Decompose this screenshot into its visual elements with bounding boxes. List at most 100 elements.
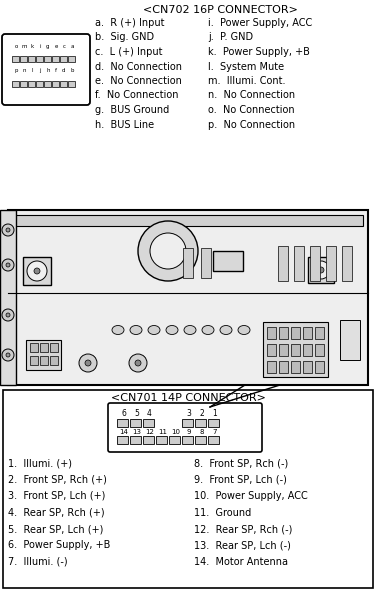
Bar bbox=[267, 361, 276, 373]
Text: <CN701 14P CONNECTOR>: <CN701 14P CONNECTOR> bbox=[111, 393, 265, 403]
Bar bbox=[28, 80, 35, 87]
Bar bbox=[60, 55, 67, 62]
Text: c: c bbox=[62, 44, 65, 49]
FancyBboxPatch shape bbox=[108, 403, 262, 452]
Circle shape bbox=[318, 267, 324, 273]
Text: k: k bbox=[30, 44, 33, 49]
Circle shape bbox=[6, 263, 10, 267]
Text: m.  Illumi. Cont.: m. Illumi. Cont. bbox=[208, 76, 285, 86]
Bar bbox=[342, 246, 352, 281]
Circle shape bbox=[6, 353, 10, 357]
Bar bbox=[279, 344, 288, 356]
Text: 5.  Rear SP, Lch (+): 5. Rear SP, Lch (+) bbox=[8, 524, 103, 534]
Bar bbox=[303, 361, 312, 373]
Bar bbox=[143, 419, 154, 427]
FancyBboxPatch shape bbox=[2, 34, 90, 105]
Ellipse shape bbox=[220, 326, 232, 335]
Text: 11: 11 bbox=[158, 429, 167, 435]
Bar bbox=[130, 419, 141, 427]
Text: e: e bbox=[54, 44, 58, 49]
Text: 7: 7 bbox=[212, 429, 217, 435]
Bar bbox=[310, 246, 320, 281]
Bar bbox=[26, 340, 61, 370]
Text: 14.  Motor Antenna: 14. Motor Antenna bbox=[194, 557, 288, 567]
Bar bbox=[156, 436, 167, 444]
Circle shape bbox=[2, 224, 14, 236]
Bar bbox=[267, 327, 276, 339]
Text: b.  Sig. GND: b. Sig. GND bbox=[95, 32, 154, 42]
Text: 3.  Front SP, Lch (+): 3. Front SP, Lch (+) bbox=[8, 491, 105, 501]
Ellipse shape bbox=[130, 326, 142, 335]
Bar bbox=[143, 436, 154, 444]
Bar bbox=[44, 55, 50, 62]
Text: 4.  Rear SP, Rch (+): 4. Rear SP, Rch (+) bbox=[8, 507, 105, 517]
Text: 2.  Front SP, Rch (+): 2. Front SP, Rch (+) bbox=[8, 474, 107, 484]
Circle shape bbox=[85, 360, 91, 366]
Bar bbox=[36, 55, 42, 62]
Bar bbox=[182, 436, 193, 444]
Bar bbox=[30, 356, 38, 365]
Text: 12.  Rear SP, Rch (-): 12. Rear SP, Rch (-) bbox=[194, 524, 293, 534]
Text: o.  No Connection: o. No Connection bbox=[208, 105, 295, 115]
Bar bbox=[44, 80, 50, 87]
Circle shape bbox=[27, 261, 47, 281]
Circle shape bbox=[34, 268, 40, 274]
Bar bbox=[30, 343, 38, 352]
Bar bbox=[208, 419, 219, 427]
Bar bbox=[308, 257, 334, 283]
Text: e.  No Connection: e. No Connection bbox=[95, 76, 182, 86]
Circle shape bbox=[150, 233, 186, 269]
Bar bbox=[201, 248, 211, 278]
Bar bbox=[0, 210, 16, 385]
Bar bbox=[50, 356, 58, 365]
Text: h: h bbox=[46, 68, 50, 73]
Bar bbox=[12, 55, 18, 62]
Bar bbox=[291, 361, 300, 373]
Text: 7.  Illumi. (-): 7. Illumi. (-) bbox=[8, 557, 68, 567]
Bar bbox=[213, 251, 243, 271]
Text: f: f bbox=[55, 68, 57, 73]
Ellipse shape bbox=[202, 326, 214, 335]
Text: 5: 5 bbox=[134, 409, 139, 418]
Text: a: a bbox=[70, 44, 74, 49]
Bar bbox=[291, 344, 300, 356]
Ellipse shape bbox=[148, 326, 160, 335]
Bar bbox=[340, 320, 360, 360]
Bar bbox=[294, 246, 304, 281]
Text: 1: 1 bbox=[212, 409, 217, 418]
Bar bbox=[60, 80, 67, 87]
Bar bbox=[20, 55, 26, 62]
Bar bbox=[3, 390, 373, 588]
Circle shape bbox=[2, 349, 14, 361]
Circle shape bbox=[2, 259, 14, 271]
Bar bbox=[195, 436, 206, 444]
Text: i.  Power Supply, ACC: i. Power Supply, ACC bbox=[208, 18, 312, 28]
Bar bbox=[315, 361, 324, 373]
Circle shape bbox=[2, 309, 14, 321]
Text: 13: 13 bbox=[132, 429, 141, 435]
Text: n.  No Connection: n. No Connection bbox=[208, 90, 295, 100]
Bar bbox=[326, 246, 336, 281]
Text: m: m bbox=[21, 44, 27, 49]
Circle shape bbox=[135, 360, 141, 366]
Circle shape bbox=[312, 261, 330, 279]
Circle shape bbox=[129, 354, 147, 372]
Bar bbox=[50, 343, 58, 352]
Bar bbox=[40, 343, 48, 352]
Bar bbox=[267, 344, 276, 356]
Text: i: i bbox=[39, 44, 41, 49]
Bar bbox=[278, 246, 288, 281]
Text: 3: 3 bbox=[186, 409, 191, 418]
Text: 4: 4 bbox=[147, 409, 152, 418]
Text: 10: 10 bbox=[171, 429, 180, 435]
Circle shape bbox=[79, 354, 97, 372]
Text: j.  P. GND: j. P. GND bbox=[208, 32, 253, 42]
Text: l: l bbox=[31, 68, 33, 73]
Bar bbox=[36, 80, 42, 87]
Bar bbox=[279, 361, 288, 373]
Text: 9: 9 bbox=[186, 429, 191, 435]
Bar bbox=[20, 80, 26, 87]
Text: o: o bbox=[14, 44, 18, 49]
Ellipse shape bbox=[166, 326, 178, 335]
Bar bbox=[52, 80, 59, 87]
